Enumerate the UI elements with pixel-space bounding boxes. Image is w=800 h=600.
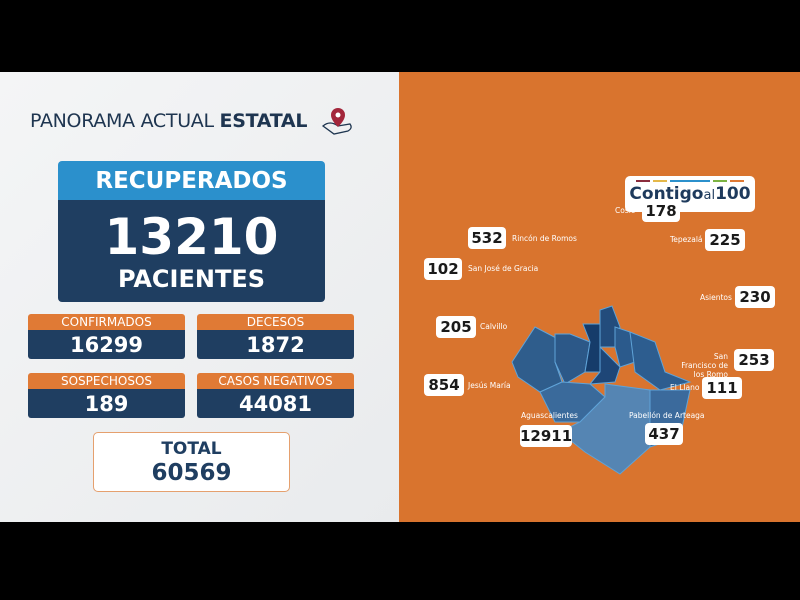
- municipio-value: 102: [424, 258, 462, 280]
- stat-value: 189: [28, 389, 185, 418]
- municipio-value: 205: [436, 316, 476, 338]
- municipio-name: Pabellón de Arteaga: [629, 411, 705, 420]
- municipio-value: 854: [424, 374, 464, 396]
- municipio-name: Asientos: [700, 293, 732, 302]
- map-region-asientos: [629, 331, 692, 391]
- map-region-rincon: [582, 323, 601, 373]
- total-value: 60569: [151, 460, 232, 486]
- municipio-name: Cosío: [615, 206, 636, 215]
- recuperados-unit: PACIENTES: [117, 265, 266, 293]
- stat-value: 16299: [28, 330, 185, 359]
- municipio-value: 178: [642, 200, 680, 222]
- map-region-aguascalientes: [559, 383, 651, 475]
- map-region-tepezala: [614, 326, 636, 368]
- municipio-name: San José de Gracia: [468, 264, 539, 273]
- municipio-name: Calvillo: [480, 322, 508, 331]
- stat-label: DECESOS: [197, 314, 354, 330]
- municipio-name: Aguascalientes: [521, 411, 578, 420]
- total-card: TOTAL 60569: [93, 432, 290, 492]
- sospechosos-card: SOSPECHOSOS 189: [28, 373, 185, 418]
- municipio-value: 12911: [520, 425, 573, 447]
- stat-label: SOSPECHOSOS: [28, 373, 185, 389]
- decesos-card: DECESOS 1872: [197, 314, 354, 359]
- state-map: [511, 305, 692, 475]
- stat-value: 44081: [197, 389, 354, 418]
- title-bold: ESTATAL: [219, 110, 308, 132]
- confirmados-card: CONFIRMADOS 16299: [28, 314, 185, 359]
- stat-label: CONFIRMADOS: [28, 314, 185, 330]
- municipio-name: Tepezalá: [670, 235, 703, 244]
- logo-text: Contigo: [629, 184, 704, 204]
- municipio-value: 225: [705, 229, 745, 251]
- title-regular: PANORAMA ACTUAL: [30, 110, 214, 132]
- page-title: PANORAMA ACTUAL ESTATAL: [30, 110, 307, 132]
- logo-text: al: [703, 188, 716, 203]
- map-region-pabellon: [588, 345, 621, 385]
- recuperados-label: RECUPERADOS: [58, 161, 325, 200]
- left-panel: PANORAMA ACTUAL ESTATAL RECUPERADOS 1321…: [0, 72, 399, 522]
- municipio-name: El Llano: [670, 383, 700, 392]
- recuperados-card: RECUPERADOS 13210 PACIENTES: [58, 161, 325, 302]
- map-pin-hand-icon: [321, 108, 352, 135]
- municipio-value: 532: [468, 227, 506, 249]
- municipio-name: San Francisco de los Romo: [681, 352, 728, 379]
- municipio-value: 111: [702, 377, 742, 399]
- negativos-card: CASOS NEGATIVOS 44081: [197, 373, 354, 418]
- municipio-name: Jesús María: [468, 381, 511, 390]
- municipio-value: 437: [645, 423, 683, 445]
- municipio-value: 253: [734, 349, 774, 371]
- municipio-name: Rincón de Romos: [512, 234, 577, 243]
- total-label: TOTAL: [161, 439, 222, 459]
- municipio-value: 230: [735, 286, 775, 308]
- stat-label: CASOS NEGATIVOS: [197, 373, 354, 389]
- infographic: PANORAMA ACTUAL ESTATAL RECUPERADOS 1321…: [0, 72, 800, 522]
- recuperados-value: 13210: [104, 208, 279, 266]
- logo-text: 100: [715, 184, 751, 204]
- stat-value: 1872: [197, 330, 354, 359]
